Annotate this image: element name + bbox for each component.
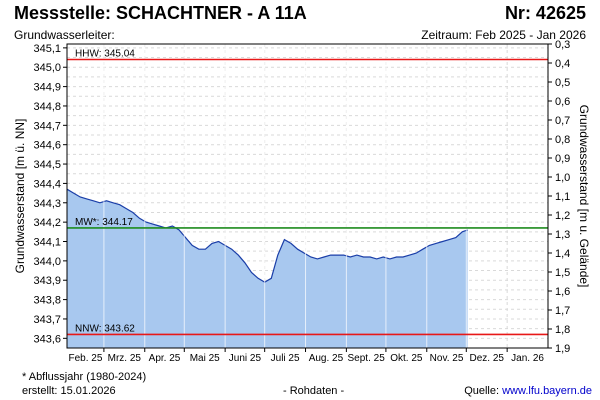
y-tick-label-right: 0,6 [555, 96, 570, 108]
y-tick-label-right: 1,0 [555, 172, 570, 184]
y-tick-label-right: 0,8 [555, 134, 570, 146]
y-tick-label-right: 1,4 [555, 248, 570, 260]
source: Quelle: www.lfu.bayern.de [464, 385, 592, 397]
y-tick-label-right: 1,3 [555, 229, 570, 241]
y-tick-label: 344,4 [33, 178, 61, 190]
raw-data-note: - Rohdaten - [283, 385, 345, 397]
y-tick-label: 344,3 [33, 198, 61, 210]
y-tick-label-right: 1,8 [555, 324, 570, 336]
y-tick-label-right: 0,9 [555, 153, 570, 165]
y-tick-label: 344,0 [33, 256, 61, 268]
reference-label-mw: MW*: 344.17 [75, 217, 133, 228]
period-label: Zeitraum: Feb 2025 - Jan 2026 [421, 28, 586, 42]
x-tick-label: Mrz. 25 [108, 353, 142, 364]
x-tick-label: Dez. 25 [469, 353, 504, 364]
y-tick-label: 345,0 [33, 62, 61, 74]
y-tick-label: 344,2 [33, 217, 61, 229]
y-axis-right: 0,3 0,4 0,5 0,6 0,7 0,8 0,9 1,0 1,1 1,2 1,3 1,4 1,5 1… [548, 39, 570, 355]
x-tick-label: Juni 25 [229, 353, 262, 364]
y-tick-label: 344,7 [33, 120, 61, 132]
created-date: erstellt: 15.01.2026 [22, 385, 116, 397]
y-tick-label: 344,9 [33, 82, 61, 94]
water-level-line [66, 188, 468, 283]
x-tick-label: Okt. 25 [390, 353, 423, 364]
y-tick-label: 344,1 [33, 237, 61, 249]
water-level-area [67, 189, 468, 348]
y-tick-label-right: 1,9 [555, 343, 570, 355]
y-tick-label-right: 0,5 [555, 77, 570, 89]
x-tick-label: Apr. 25 [149, 353, 181, 364]
x-tick-label: Aug. 25 [309, 353, 344, 364]
x-tick-label: Mai 25 [190, 353, 220, 364]
y-tick-label-right: 1,2 [555, 210, 570, 222]
y-tick-label: 343,6 [33, 333, 61, 345]
y-tick-label-right: 0,7 [555, 115, 570, 127]
x-tick-label: Nov. 25 [430, 353, 464, 364]
x-tick-label: Sept. 25 [348, 353, 386, 364]
y-tick-label-right: 1,1 [555, 191, 570, 203]
aquifer-label: Grundwasserleiter: [14, 28, 115, 42]
source-link[interactable]: www.lfu.bayern.de [502, 385, 592, 397]
y-axis-label-left: Grundwasserstand [m ü. NN] [13, 119, 27, 274]
x-tick-label: Juli 25 [271, 353, 300, 364]
page-title: Messstelle: SCHACHTNER - A 11A [14, 3, 307, 23]
y-tick-label: 343,8 [33, 295, 61, 307]
y-tick-label: 344,8 [33, 101, 61, 113]
reference-lines: HHW: 345.04 MW*: 344.17 NNW: 343.62 [67, 48, 548, 336]
y-tick-label-right: 1,7 [555, 305, 570, 317]
y-tick-label: 343,9 [33, 275, 61, 287]
y-tick-label-right: 0,3 [555, 39, 570, 51]
y-axis-label-right: Grundwasserstand [m u. Gelände] [577, 105, 591, 288]
footnote: * Abflussjahr (1980-2024) [22, 371, 147, 383]
y-tick-label-right: 1,5 [555, 267, 570, 279]
y-axis-left: 345,1 345,0 344,9 344,8 344,7 344,6 344,5 344,4… [33, 43, 67, 345]
reference-label-nnw: NNW: 343.62 [75, 323, 135, 334]
y-tick-label: 343,7 [33, 314, 61, 326]
y-tick-label-right: 1,6 [555, 286, 570, 298]
y-tick-label: 344,6 [33, 140, 61, 152]
y-tick-label: 345,1 [33, 43, 61, 55]
source-label: Quelle: [464, 385, 503, 397]
x-tick-label: Feb. 25 [68, 353, 102, 364]
y-tick-label-right: 0,4 [555, 58, 570, 70]
x-tick-label: Jan. 26 [511, 353, 544, 364]
station-number: Nr: 42625 [504, 3, 586, 23]
reference-label-hhw: HHW: 345.04 [75, 48, 135, 59]
y-tick-label: 344,5 [33, 159, 61, 171]
x-axis: Feb. 25 Mrz. 25 Apr. 25 Mai 25 Juni 25 Juli 2… [68, 348, 544, 364]
